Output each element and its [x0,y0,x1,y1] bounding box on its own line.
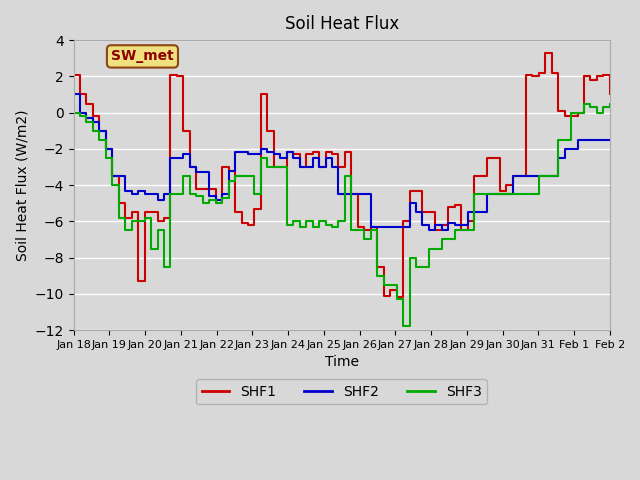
SHF3 [483,191,491,197]
Line: SHF1: SHF1 [74,53,610,298]
SHF3 [76,113,84,119]
Line: SHF3: SHF3 [74,104,610,326]
SHF1 [483,155,491,161]
SHF2 [102,146,109,152]
SHF2 [425,228,433,233]
SHF1 [393,295,401,300]
SHF3 [509,191,516,197]
SHF3 [606,101,614,107]
SHF2 [76,110,84,116]
SHF1 [70,72,77,77]
SHF1 [335,164,342,170]
SHF3 [308,224,316,229]
SHF1 [308,150,316,156]
X-axis label: Time: Time [324,355,358,369]
Title: Soil Heat Flux: Soil Heat Flux [285,15,399,33]
SHF3 [580,101,588,107]
SHF1 [606,92,614,97]
SHF1 [76,92,84,97]
SHF1 [509,173,516,179]
SHF3 [399,324,407,329]
Y-axis label: Soil Heat Flux (W/m2): Soil Heat Flux (W/m2) [15,109,29,261]
SHF2 [509,173,516,179]
SHF3 [102,155,109,161]
Legend: SHF1, SHF2, SHF3: SHF1, SHF2, SHF3 [196,379,487,404]
SHF3 [335,218,342,224]
SHF1 [541,50,549,56]
SHF2 [483,191,491,197]
SHF2 [606,137,614,143]
Text: SW_met: SW_met [111,49,174,63]
SHF2 [335,191,342,197]
SHF1 [102,146,109,152]
SHF3 [70,110,77,116]
Line: SHF2: SHF2 [74,95,610,230]
SHF2 [70,92,77,97]
SHF2 [308,155,316,161]
